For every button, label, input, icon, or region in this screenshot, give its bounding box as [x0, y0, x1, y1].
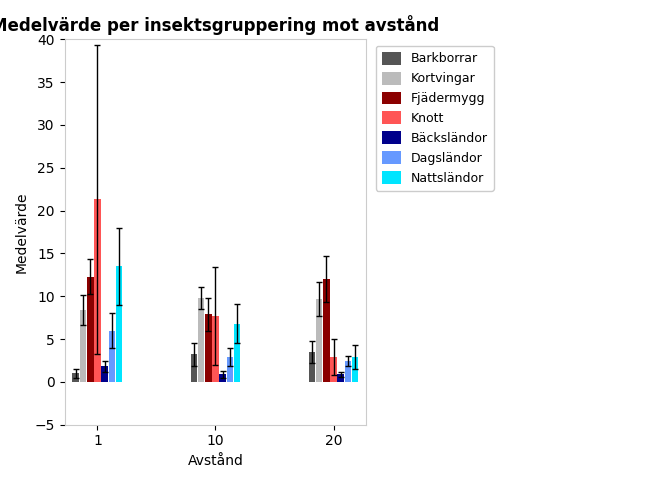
Bar [73, 373, 79, 382]
Y-axis label: Medelvärde: Medelvärde [15, 191, 29, 273]
Bar [227, 357, 233, 382]
Bar [212, 316, 219, 382]
Bar [94, 199, 101, 382]
Bar [330, 357, 337, 382]
Bar [109, 330, 115, 382]
Bar [198, 298, 204, 382]
Bar [80, 310, 86, 382]
Legend: Barkborrar, Kortvingar, Fjädermygg, Knott, Bäcksländor, Dagsländor, Nattsländor: Barkborrar, Kortvingar, Fjädermygg, Knot… [375, 45, 494, 191]
Bar [316, 299, 322, 382]
Bar [102, 367, 108, 382]
Bar [87, 277, 94, 382]
Bar [234, 324, 240, 382]
Bar [219, 374, 226, 382]
Bar [205, 314, 212, 382]
Bar [191, 355, 197, 382]
Title: Medelvärde per insektsgruppering mot avstånd: Medelvärde per insektsgruppering mot avs… [0, 15, 440, 35]
Bar [352, 357, 358, 382]
Bar [345, 361, 351, 382]
Bar [309, 352, 315, 382]
Bar [116, 266, 122, 382]
Bar [337, 374, 344, 382]
X-axis label: Avstånd: Avstånd [187, 454, 244, 468]
Bar [323, 279, 329, 382]
